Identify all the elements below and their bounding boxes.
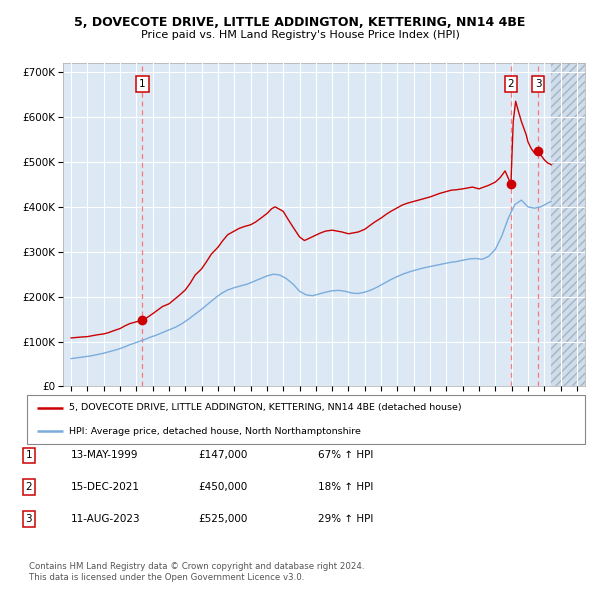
Text: £525,000: £525,000 [198, 514, 247, 524]
Text: Contains HM Land Registry data © Crown copyright and database right 2024.
This d: Contains HM Land Registry data © Crown c… [29, 562, 364, 582]
FancyBboxPatch shape [27, 395, 585, 444]
Text: 5, DOVECOTE DRIVE, LITTLE ADDINGTON, KETTERING, NN14 4BE: 5, DOVECOTE DRIVE, LITTLE ADDINGTON, KET… [74, 16, 526, 29]
Text: Price paid vs. HM Land Registry's House Price Index (HPI): Price paid vs. HM Land Registry's House … [140, 30, 460, 40]
Text: 2: 2 [25, 483, 32, 492]
Text: 11-AUG-2023: 11-AUG-2023 [71, 514, 140, 524]
Text: 29% ↑ HPI: 29% ↑ HPI [318, 514, 373, 524]
Text: £147,000: £147,000 [198, 451, 247, 460]
Text: 2: 2 [508, 79, 514, 89]
Text: HPI: Average price, detached house, North Northamptonshire: HPI: Average price, detached house, Nort… [69, 427, 361, 435]
Bar [551, 63, 585, 386]
Text: 1: 1 [139, 79, 146, 89]
Text: 5, DOVECOTE DRIVE, LITTLE ADDINGTON, KETTERING, NN14 4BE (detached house): 5, DOVECOTE DRIVE, LITTLE ADDINGTON, KET… [69, 404, 461, 412]
Text: 15-DEC-2021: 15-DEC-2021 [71, 483, 140, 492]
Text: 18% ↑ HPI: 18% ↑ HPI [318, 483, 373, 492]
Text: 67% ↑ HPI: 67% ↑ HPI [318, 451, 373, 460]
Text: 3: 3 [25, 514, 32, 524]
Text: 3: 3 [535, 79, 541, 89]
Bar [551, 63, 585, 386]
Text: 13-MAY-1999: 13-MAY-1999 [71, 451, 139, 460]
Text: £450,000: £450,000 [198, 483, 247, 492]
Text: 1: 1 [25, 451, 32, 460]
